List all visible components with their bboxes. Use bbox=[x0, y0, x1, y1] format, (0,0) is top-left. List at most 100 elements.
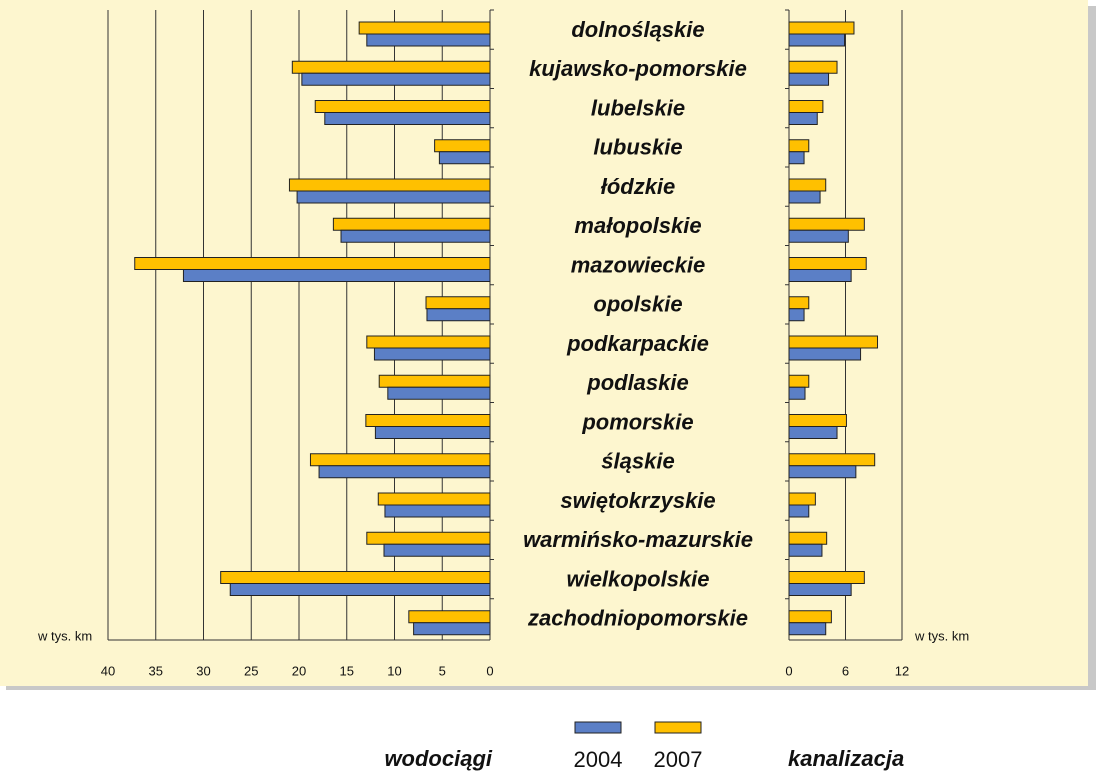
x-axis-label: w tys. km bbox=[37, 628, 92, 643]
bar bbox=[788, 347, 862, 361]
bar bbox=[296, 190, 491, 204]
bar bbox=[366, 33, 491, 47]
bar bbox=[788, 622, 827, 636]
category-label: małopolskie bbox=[574, 213, 701, 238]
bar bbox=[788, 386, 806, 400]
category-label: pomorskie bbox=[581, 409, 693, 434]
bar bbox=[788, 60, 838, 74]
bar bbox=[229, 583, 491, 596]
legend-label: 2007 bbox=[654, 747, 703, 771]
x-tick-label: 35 bbox=[149, 663, 163, 678]
bar bbox=[309, 453, 491, 467]
category-label: lubelskie bbox=[591, 95, 685, 120]
bar bbox=[134, 257, 491, 270]
bar bbox=[314, 100, 491, 113]
x-tick-label: 6 bbox=[842, 663, 849, 678]
bar bbox=[324, 112, 491, 125]
chart-title: kanalizacja bbox=[788, 746, 904, 771]
bar bbox=[365, 414, 491, 427]
category-label: zachodniopomorskie bbox=[527, 606, 748, 631]
category-label: dolnośląskie bbox=[571, 17, 704, 42]
bar bbox=[387, 386, 491, 400]
bar bbox=[377, 492, 491, 506]
bar bbox=[182, 269, 491, 282]
category-label: podlaskie bbox=[586, 370, 688, 395]
chart-title: wodociągi bbox=[384, 746, 492, 771]
bar bbox=[788, 453, 876, 467]
category-label: lubuskie bbox=[593, 135, 682, 160]
bar bbox=[788, 112, 818, 125]
bar bbox=[384, 504, 491, 518]
bar bbox=[788, 583, 852, 596]
legend-swatch bbox=[574, 721, 622, 734]
bar bbox=[788, 414, 847, 427]
bar bbox=[788, 504, 810, 518]
bar bbox=[413, 622, 491, 636]
bar bbox=[383, 543, 491, 557]
bar bbox=[301, 72, 491, 86]
bar bbox=[332, 217, 491, 231]
bar bbox=[788, 296, 810, 310]
bar bbox=[788, 610, 832, 624]
category-label: śląskie bbox=[601, 449, 674, 474]
bar bbox=[291, 60, 491, 74]
bar bbox=[373, 347, 491, 361]
bar bbox=[788, 571, 865, 584]
bar bbox=[788, 139, 810, 153]
bar bbox=[788, 100, 824, 113]
category-label: opolskie bbox=[593, 292, 682, 317]
category-label: warmińsko-mazurskie bbox=[523, 527, 753, 552]
x-tick-label: 15 bbox=[340, 663, 354, 678]
category-label: mazowieckie bbox=[571, 252, 706, 277]
bar bbox=[426, 308, 491, 322]
x-tick-label: 10 bbox=[387, 663, 401, 678]
category-label: kujawsko-pomorskie bbox=[529, 56, 747, 81]
category-label: podkarpackie bbox=[566, 331, 709, 356]
legend-swatch bbox=[654, 721, 702, 734]
bar bbox=[788, 335, 879, 349]
bar bbox=[220, 571, 491, 584]
bar bbox=[340, 229, 491, 243]
category-label: swiętokrzyskie bbox=[560, 488, 715, 513]
bar bbox=[788, 190, 821, 204]
bar bbox=[788, 374, 810, 388]
x-tick-label: 20 bbox=[292, 663, 306, 678]
bar bbox=[366, 531, 491, 545]
bar bbox=[374, 426, 491, 439]
bar bbox=[788, 257, 867, 270]
bar bbox=[438, 151, 491, 165]
panel bbox=[0, 0, 1088, 686]
bar bbox=[358, 21, 491, 35]
bar bbox=[425, 296, 491, 310]
x-axis-label: w tys. km bbox=[914, 628, 969, 643]
bar bbox=[408, 610, 491, 624]
bar bbox=[788, 492, 816, 506]
bar bbox=[366, 335, 491, 349]
x-tick-label: 12 bbox=[895, 663, 909, 678]
bar bbox=[788, 269, 852, 282]
legend-label: 2004 bbox=[574, 747, 623, 771]
bar bbox=[788, 426, 838, 439]
x-tick-label: 30 bbox=[196, 663, 210, 678]
bar bbox=[788, 178, 827, 192]
x-tick-label: 25 bbox=[244, 663, 258, 678]
x-tick-label: 5 bbox=[439, 663, 446, 678]
bar bbox=[788, 465, 857, 479]
category-label: wielkopolskie bbox=[566, 566, 709, 591]
bar bbox=[788, 33, 846, 47]
x-tick-label: 0 bbox=[785, 663, 792, 678]
bar bbox=[288, 178, 491, 192]
bar bbox=[788, 151, 805, 165]
bar bbox=[788, 543, 823, 557]
bar bbox=[788, 308, 805, 322]
x-tick-label: 0 bbox=[486, 663, 493, 678]
bar bbox=[378, 374, 491, 388]
x-tick-label: 40 bbox=[101, 663, 115, 678]
bar bbox=[788, 72, 830, 86]
category-label: łódzkie bbox=[601, 174, 676, 199]
bar bbox=[318, 465, 491, 479]
bar bbox=[788, 531, 828, 545]
bar bbox=[788, 229, 849, 243]
bar bbox=[788, 217, 865, 231]
